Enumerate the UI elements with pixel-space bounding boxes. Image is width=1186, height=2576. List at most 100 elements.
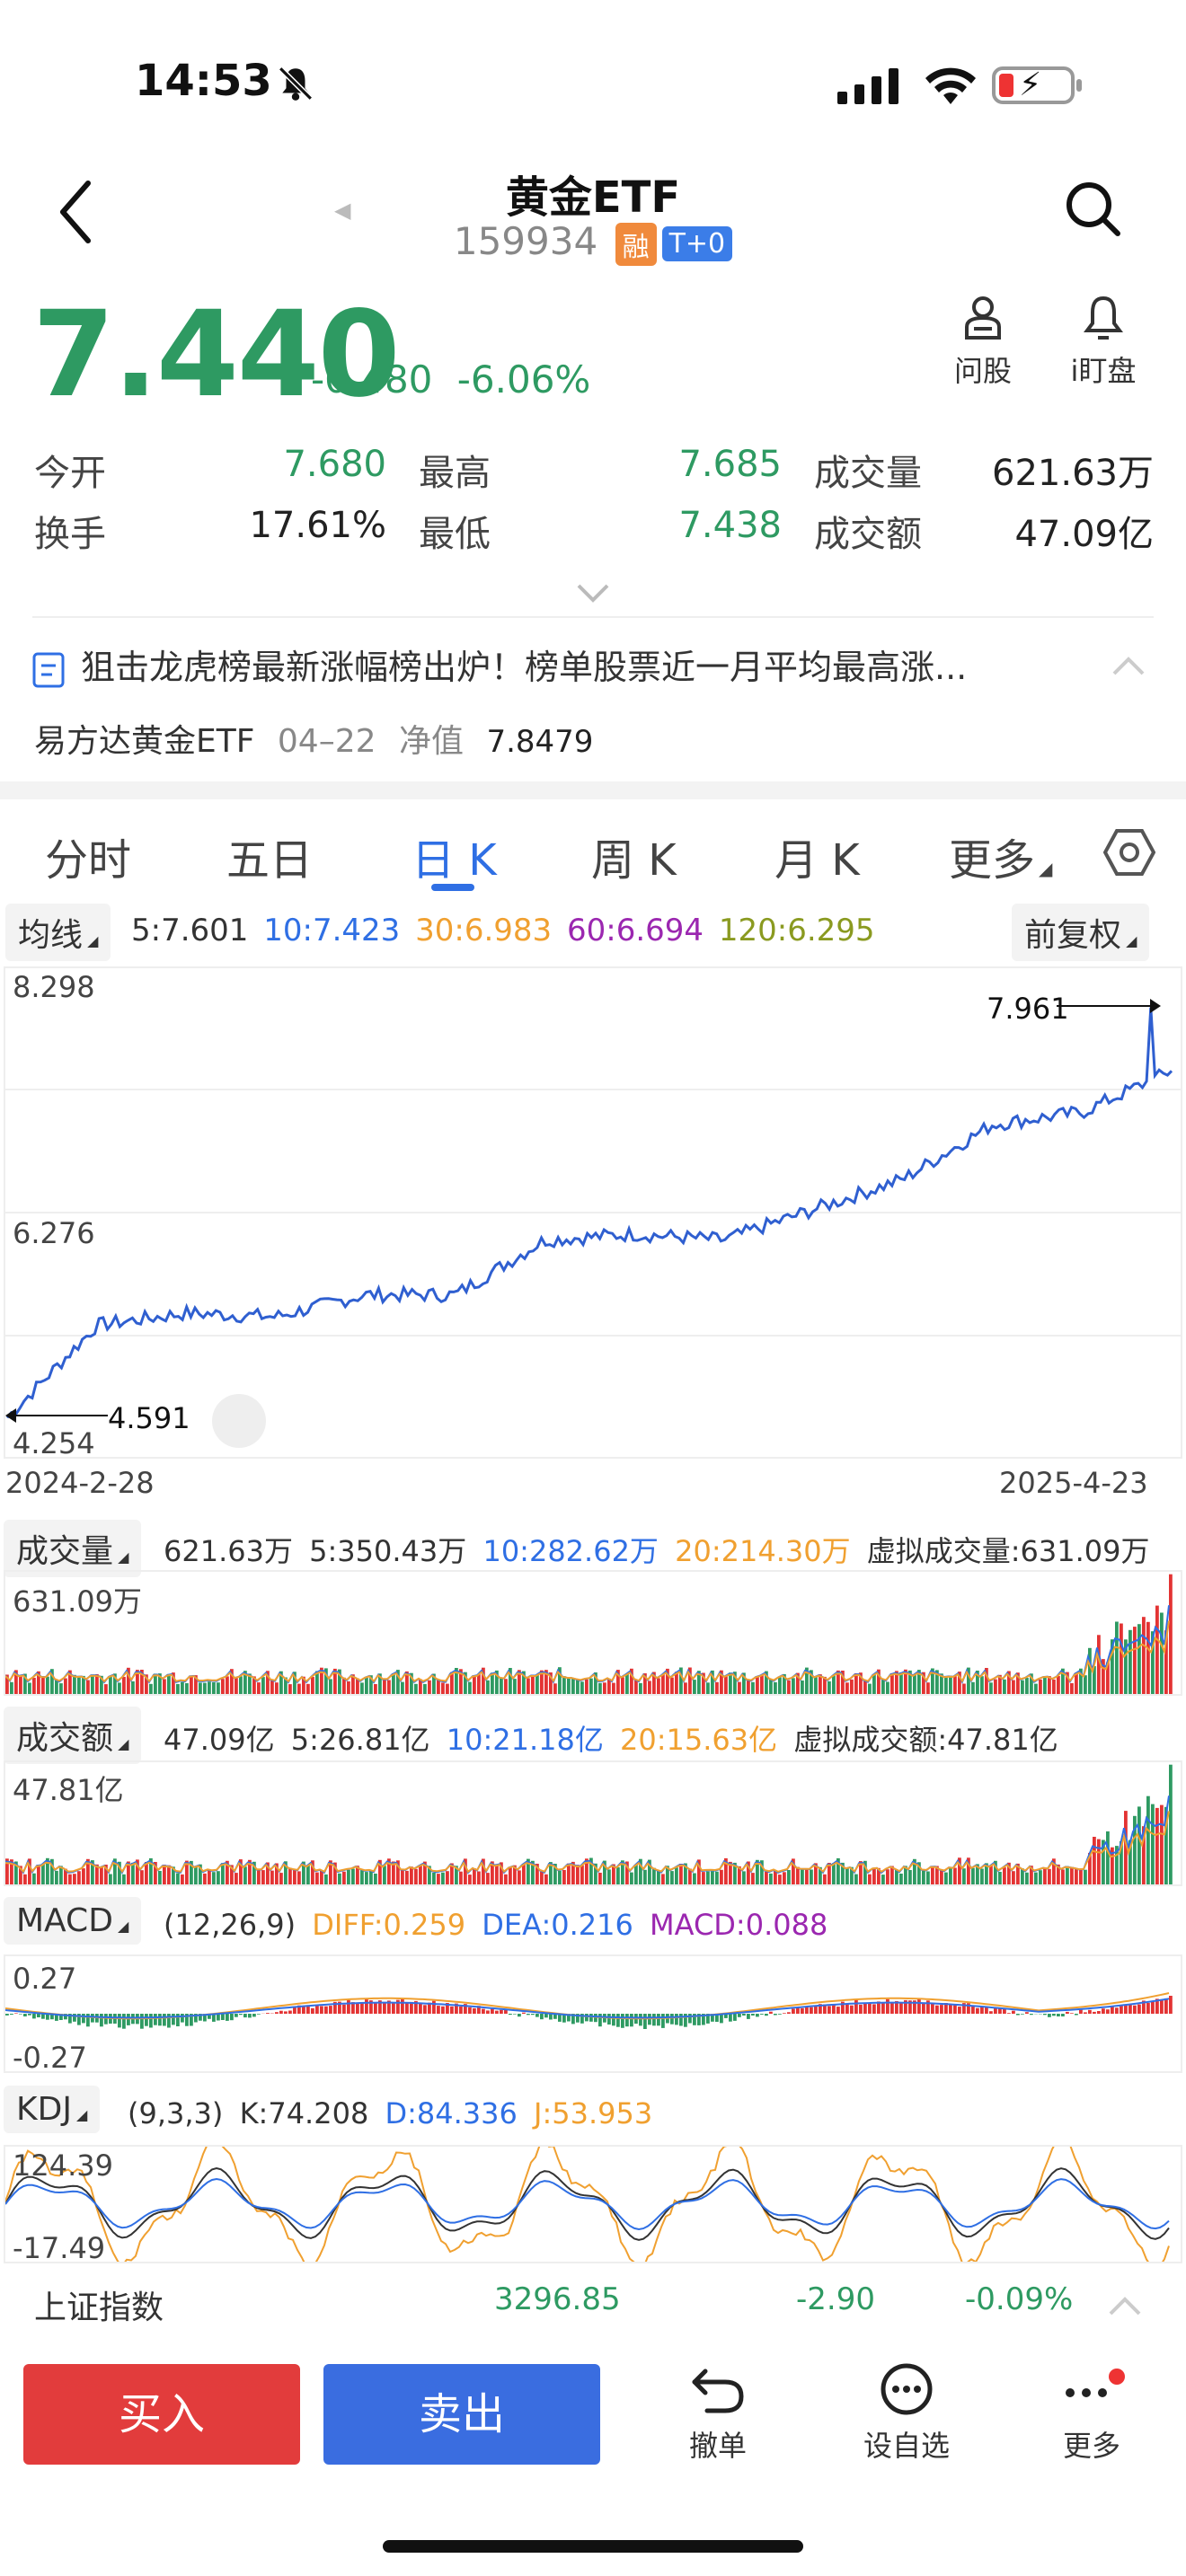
volume-bar: [769, 1873, 773, 1884]
amount-ma10: 10:21.18亿: [446, 1723, 604, 1757]
volume-bar: [518, 1670, 521, 1694]
volume-bar: [464, 1672, 467, 1694]
tab-more[interactable]: 更多 ◢: [949, 825, 1052, 887]
volume-bar: [86, 1680, 90, 1694]
search-icon[interactable]: [1064, 180, 1121, 237]
tab-five-day[interactable]: 五日: [226, 835, 314, 886]
macd-bar: [163, 2014, 166, 2026]
volume-bar: [158, 1871, 162, 1884]
news-ticker[interactable]: 狙击龙虎榜最新涨幅榜出炉！榜单股票近一月平均最高涨...: [32, 640, 1111, 689]
index-expand-icon[interactable]: [1107, 2296, 1143, 2317]
macd-bar: [953, 2005, 957, 2014]
volume-bar: [702, 1672, 705, 1694]
volume-bar: [850, 1866, 854, 1884]
volume-bar: [32, 1677, 36, 1694]
volume-bar: [113, 1858, 117, 1884]
volume-bar: [823, 1874, 827, 1884]
volume-bar: [329, 1860, 332, 1884]
macd-bar: [661, 2014, 665, 2028]
volume-bar: [535, 1674, 539, 1694]
tab-weekly-k[interactable]: 周 K: [591, 835, 677, 886]
macd-bar: [356, 2003, 359, 2014]
volume-bar: [976, 1671, 979, 1694]
volume-bar: [261, 1677, 265, 1694]
kline-chart[interactable]: [4, 966, 1182, 1459]
volume-bar: [1048, 1868, 1051, 1884]
volume-bar: [23, 1874, 27, 1884]
volume-bar: [1021, 1868, 1024, 1884]
macd-bar: [320, 2006, 323, 2014]
open-value: 7.680: [283, 444, 386, 485]
volume-bar: [881, 1679, 885, 1694]
macd-bar: [787, 2012, 791, 2014]
more-button[interactable]: 更多: [1033, 2362, 1150, 2465]
watch-button[interactable]: i盯盘: [1040, 295, 1166, 390]
volume-bar: [1034, 1683, 1038, 1694]
volume-selector[interactable]: 成交量 ◢: [4, 1520, 142, 1577]
macd-bar: [482, 2008, 485, 2014]
macd-selector[interactable]: MACD ◢: [4, 1897, 142, 1945]
add-watchlist-button[interactable]: 设自选: [848, 2362, 965, 2465]
volume-bar: [720, 1670, 723, 1694]
volume-bar: [944, 1872, 948, 1884]
volume-bar: [859, 1672, 863, 1694]
back-arrow-icon[interactable]: [56, 176, 95, 248]
cancel-order-button[interactable]: 撤单: [659, 2362, 776, 2465]
prev-stock-icon[interactable]: ◀: [334, 198, 351, 223]
kdj-axis-top: 124.39: [13, 2148, 113, 2183]
volume-bar: [477, 1871, 481, 1884]
volume-bar: [845, 1868, 849, 1884]
min-arrow-icon: [5, 1408, 108, 1423]
volume-bar: [365, 1872, 368, 1884]
volume-bar: [1093, 1666, 1096, 1694]
volume-bar: [836, 1857, 840, 1884]
amount-ma5: 5:26.81亿: [290, 1723, 430, 1757]
tab-daily-k[interactable]: 日 K: [412, 835, 497, 886]
volume-bar: [684, 1682, 687, 1694]
tab-monthly-k[interactable]: 月 K: [774, 835, 860, 886]
volume-bar: [252, 1861, 256, 1884]
volume-bar: [459, 1871, 463, 1884]
tab-intraday[interactable]: 分时: [45, 835, 132, 886]
current-price: 7.440: [32, 286, 401, 424]
macd-bar: [675, 2014, 678, 2025]
volume-bar: [778, 1677, 782, 1694]
macd-bar: [1025, 2012, 1029, 2014]
volume-bar: [769, 1679, 773, 1694]
amount-selector[interactable]: 成交额 ◢: [4, 1707, 142, 1764]
macd-bar: [616, 2014, 620, 2027]
volume-bar: [868, 1683, 872, 1694]
kdj-axis-bottom: -17.49: [13, 2231, 106, 2265]
adjust-selector[interactable]: 前复权 ◢: [1012, 904, 1150, 961]
chart-settings-icon[interactable]: [1103, 826, 1155, 878]
volume-bar: [441, 1682, 445, 1694]
collapse-chevron-icon[interactable]: [1111, 656, 1146, 677]
macd-bar: [221, 2014, 225, 2020]
macd-bar: [607, 2014, 611, 2025]
volume-bar: [872, 1868, 876, 1884]
ask-stock-button[interactable]: 问股: [920, 295, 1046, 390]
volume-bar: [908, 1670, 912, 1694]
volume-bar: [221, 1679, 225, 1694]
volume-bar: [1093, 1837, 1096, 1884]
volume-bar: [886, 1869, 890, 1884]
volume-bar: [288, 1867, 292, 1884]
sell-button[interactable]: 卖出: [323, 2364, 600, 2465]
expand-chevron-icon[interactable]: [575, 582, 611, 604]
date-start: 2024-2-28: [5, 1466, 155, 1500]
volume-bar: [482, 1858, 485, 1884]
macd-bar: [580, 2014, 584, 2024]
volume-bar: [91, 1860, 94, 1884]
volume-ma10: 10:282.62万: [482, 1534, 659, 1568]
macd-selector-label: MACD: [16, 1902, 113, 1939]
volume-bar: [428, 1866, 431, 1884]
macd-chart-frame: [4, 1954, 1182, 2073]
volume-bar: [1115, 1621, 1119, 1694]
macd-bar: [167, 2014, 171, 2028]
ma-selector[interactable]: 均线 ◢: [5, 904, 111, 961]
kdj-selector[interactable]: KDJ ◢: [4, 2086, 101, 2133]
index-name[interactable]: 上证指数: [34, 2289, 164, 2326]
index-change: -2.90: [796, 2281, 875, 2317]
buy-button[interactable]: 买入: [23, 2364, 300, 2465]
volume-bar: [68, 1874, 72, 1884]
